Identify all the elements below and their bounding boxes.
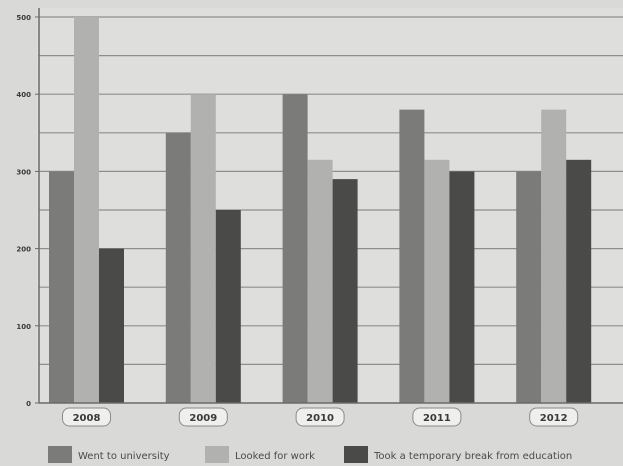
category-label-box — [529, 407, 579, 427]
legend-swatch — [48, 446, 72, 463]
category-label-box — [295, 407, 345, 427]
category-label: 2010 — [306, 413, 334, 424]
y-tick-label: 200 — [16, 246, 31, 254]
bar-2008-series-3 — [99, 248, 124, 403]
bar-2008-series-1 — [49, 171, 74, 403]
category-label: 2008 — [73, 413, 101, 424]
bar-2011-series-2 — [424, 159, 450, 403]
legend-label: Went to university — [78, 451, 170, 462]
y-tick-label: 400 — [16, 91, 31, 99]
bar-2012-series-1 — [516, 171, 542, 403]
bar-2010-series-1 — [282, 94, 308, 403]
bar-2010-series-2 — [307, 159, 333, 403]
legend-label: Looked for work — [235, 451, 315, 462]
bar-2009-series-2 — [190, 94, 216, 403]
x-category-labels: 2008 2009 2010 2011 2012 — [62, 407, 579, 427]
legend: Went to university Looked for work Took a … — [48, 446, 572, 463]
category-label-box — [412, 407, 462, 427]
bar-2009-series-3 — [215, 210, 241, 403]
y-tick-labels: 0 100 200 300 400 500 — [16, 14, 39, 408]
bars — [49, 17, 592, 404]
bar-2009-series-1 — [165, 132, 191, 404]
legend-swatch — [205, 446, 229, 463]
y-tick-label: 100 — [16, 323, 31, 331]
y-tick-label: 300 — [16, 168, 31, 176]
legend-swatch — [344, 446, 368, 463]
legend-label: Took a temporary break from education — [373, 451, 572, 462]
bar-2012-series-2 — [541, 109, 567, 403]
bar-2011-series-3 — [449, 171, 475, 403]
y-tick-label: 500 — [16, 14, 31, 22]
bar-2012-series-3 — [566, 159, 592, 403]
bar-2011-series-1 — [399, 109, 425, 403]
y-tick-label: 0 — [26, 400, 31, 408]
category-label: 2009 — [189, 413, 217, 424]
bar-2010-series-3 — [332, 179, 358, 403]
bar-2008-series-2 — [74, 17, 99, 403]
category-label-box — [178, 407, 228, 427]
category-label: 2011 — [423, 413, 451, 424]
category-label: 2012 — [540, 413, 568, 424]
category-label-box — [62, 407, 111, 427]
